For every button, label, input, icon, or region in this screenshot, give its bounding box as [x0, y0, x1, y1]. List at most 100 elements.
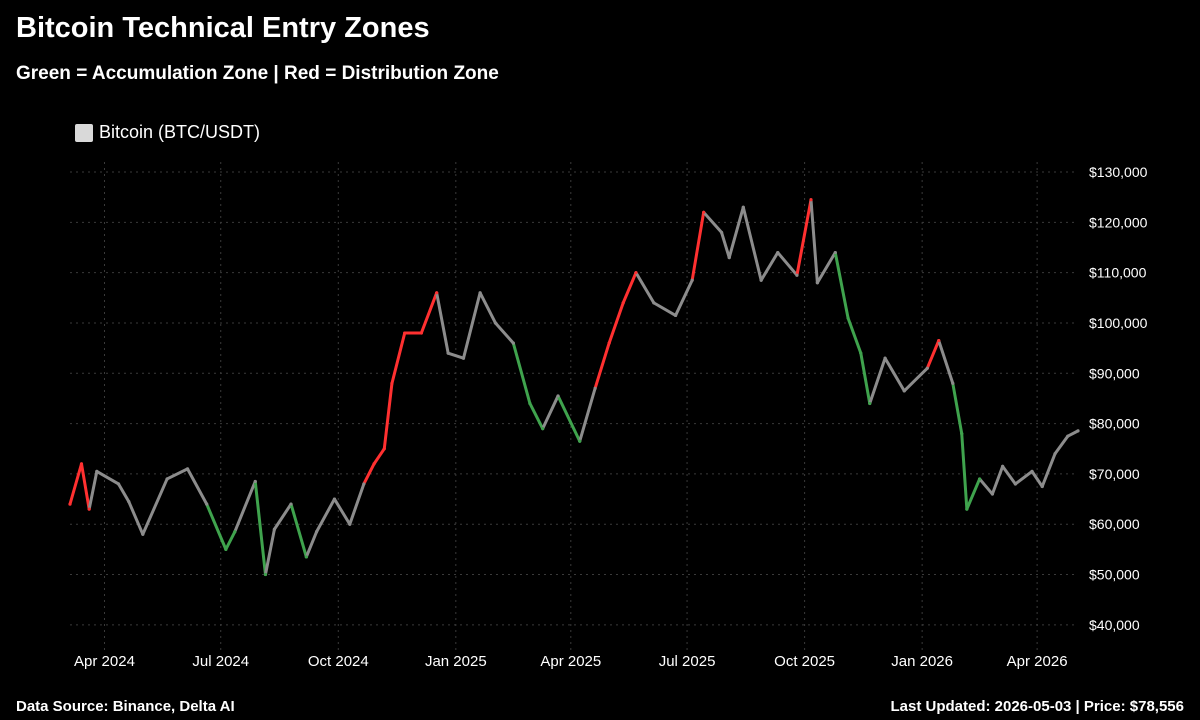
price-segment-normal [741, 205, 763, 282]
price-point [435, 291, 439, 295]
price-point [795, 273, 799, 277]
price-point [141, 532, 145, 536]
price-segment-distribution [607, 301, 625, 345]
price-segment-accumulation [846, 316, 863, 355]
price-point [446, 351, 450, 355]
price-segment-distribution [68, 462, 83, 506]
price-point [990, 492, 995, 496]
y-tick-label: $90,000 [1089, 365, 1140, 381]
y-tick-label: $80,000 [1089, 416, 1140, 432]
price-point [87, 507, 91, 511]
last-updated: Last Updated: 2026-05-03 | Price: $78,55… [890, 698, 1184, 715]
price-segment-normal [776, 251, 799, 277]
price-segment-normal [315, 497, 336, 534]
price-point [1076, 429, 1080, 433]
price-point [902, 389, 906, 393]
price-point [978, 477, 982, 481]
price-segment-distribution [593, 341, 611, 390]
price-point [1030, 469, 1034, 474]
price-segment-normal [541, 394, 560, 431]
price-segment-normal [117, 482, 131, 504]
price-segment-normal [186, 467, 209, 506]
price-point [859, 351, 863, 355]
price-segment-distribution [621, 271, 638, 305]
price-segment-normal [868, 356, 887, 405]
legend-swatch [75, 123, 93, 142]
price-segment-normal [141, 477, 169, 536]
price-segment-normal [127, 500, 145, 536]
price-point [741, 205, 745, 209]
price-point [493, 321, 498, 325]
price-segment-normal [332, 497, 352, 526]
price-point [1066, 434, 1070, 438]
price-point [541, 427, 545, 431]
y-tick-label: $130,000 [1089, 164, 1148, 180]
price-segment-normal [634, 271, 656, 305]
price-point [951, 381, 955, 385]
price-point [883, 356, 887, 360]
price-segment-accumulation [965, 477, 982, 511]
price-segment-accumulation [528, 401, 545, 431]
price-segment-normal [1013, 469, 1034, 486]
price-segment-normal [883, 356, 906, 393]
x-tick-label: Jan 2025 [425, 653, 487, 670]
price-segment-accumulation [253, 479, 267, 577]
price-segment-normal [1040, 452, 1057, 488]
price-segment-distribution [419, 291, 439, 335]
price-segment-normal [937, 339, 955, 385]
price-point [79, 462, 84, 466]
y-tick-label: $120,000 [1089, 214, 1148, 230]
price-point [702, 210, 706, 214]
price-segment-normal [435, 291, 450, 355]
y-tick-label: $70,000 [1089, 466, 1140, 482]
price-segment-normal [902, 366, 929, 393]
price-segment-distribution [79, 462, 91, 511]
price-point [690, 278, 694, 282]
price-segment-distribution [390, 331, 407, 385]
price-point [634, 271, 638, 275]
price-segment-normal [652, 301, 678, 317]
x-tick-label: Oct 2025 [774, 653, 835, 670]
x-tick-label: Oct 2024 [308, 653, 369, 670]
price-point [332, 497, 337, 501]
price-segment-normal [702, 210, 724, 234]
price-point [68, 502, 72, 506]
price-point [727, 255, 731, 260]
price-point [776, 250, 780, 255]
price-segment-accumulation [833, 251, 850, 320]
price-segment-accumulation [960, 432, 969, 511]
legend: Bitcoin (BTC/USDT) [75, 122, 260, 143]
price-segment-normal [233, 479, 257, 534]
price-segment-accumulation [951, 381, 964, 436]
price-segment-accumulation [289, 502, 308, 559]
price-point [95, 469, 99, 474]
price-point [1053, 452, 1057, 456]
price-point [528, 401, 532, 406]
y-tick-label: $110,000 [1089, 265, 1147, 281]
price-point [1013, 482, 1017, 486]
price-segment-normal [461, 291, 482, 360]
price-point [362, 482, 366, 486]
price-segment-normal [165, 467, 190, 481]
price-segment-accumulation [511, 341, 532, 405]
price-segment-normal [304, 530, 319, 559]
price-segment-distribution [382, 381, 394, 451]
price-segment-normal [493, 321, 515, 345]
price-point [253, 479, 257, 484]
price-point [224, 547, 228, 551]
price-segment-normal [759, 251, 780, 282]
price-point [621, 301, 625, 305]
price-segment-normal [978, 477, 994, 496]
price-segment-normal [815, 251, 837, 285]
legend-label: Bitcoin (BTC/USDT) [99, 122, 261, 142]
price-segment-normal [720, 230, 731, 260]
price-segment-distribution [372, 447, 386, 466]
price-point [1001, 464, 1005, 468]
price-point [846, 316, 850, 320]
x-tick-label: Jul 2025 [659, 653, 716, 670]
price-segment-normal [263, 527, 276, 577]
price-point [403, 331, 407, 335]
price-segment-normal [1030, 469, 1044, 488]
price-point [833, 250, 837, 255]
